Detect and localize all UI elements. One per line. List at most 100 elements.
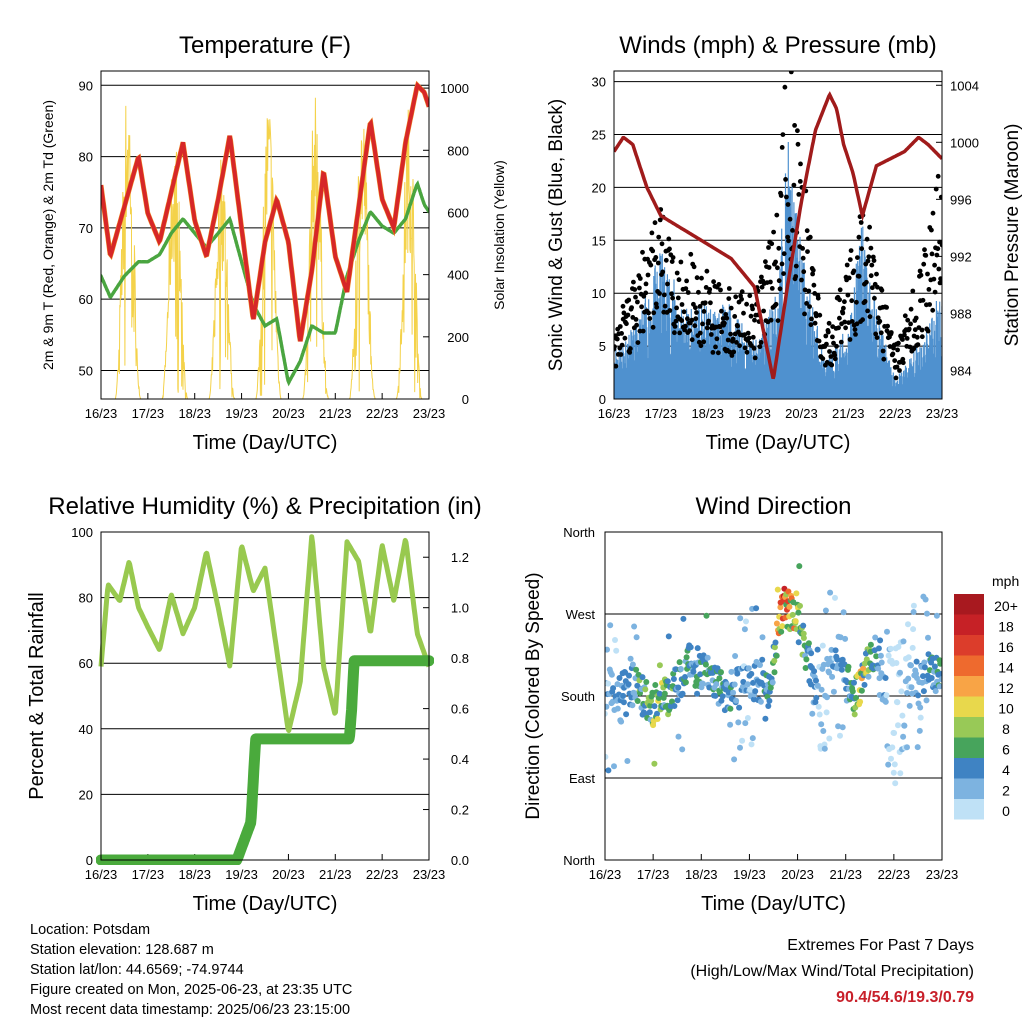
direction-point xyxy=(922,596,929,603)
x-tick-label: 23/23 xyxy=(413,406,446,421)
direction-point xyxy=(816,711,823,718)
gust-point xyxy=(864,279,869,285)
legend-label: 4 xyxy=(1002,762,1010,778)
direction-point xyxy=(905,654,912,661)
direction-point xyxy=(772,639,779,646)
extremes-values: 90.4/54.6/19.3/0.79 xyxy=(836,989,974,1006)
gust-point xyxy=(666,236,672,242)
gust-point xyxy=(650,248,656,254)
gust-point xyxy=(748,313,754,319)
direction-point xyxy=(920,673,926,680)
gust-point xyxy=(730,336,736,342)
gust-point xyxy=(787,216,793,222)
info-recent: Most recent data timestamp: 2025/06/23 2… xyxy=(30,1002,351,1018)
direction-point xyxy=(889,744,896,751)
legend-label: 6 xyxy=(1002,742,1010,758)
direction-point xyxy=(676,659,683,666)
gust-point xyxy=(793,263,799,269)
gust-point xyxy=(779,261,785,267)
legend-label: 10 xyxy=(998,701,1014,717)
y-tick-label: 60 xyxy=(79,656,93,671)
direction-point xyxy=(853,694,859,701)
gust-point xyxy=(817,312,823,318)
direction-point xyxy=(878,659,885,666)
gust-point xyxy=(647,316,653,321)
direction-point xyxy=(690,668,697,675)
y-tick-label: West xyxy=(566,607,596,622)
gust-point xyxy=(832,352,838,358)
x-tick-label: 23/23 xyxy=(926,867,959,882)
direction-point xyxy=(883,692,890,699)
x-tick-label: 22/23 xyxy=(366,406,399,421)
gust-point xyxy=(667,308,673,313)
direction-point xyxy=(723,681,730,688)
y-tick-label: 20 xyxy=(79,787,93,802)
gust-point xyxy=(744,301,749,307)
x-tick-label: 19/23 xyxy=(738,406,771,421)
gust-point xyxy=(862,299,868,304)
legend-swatch xyxy=(954,758,984,779)
gust-point xyxy=(908,306,914,312)
gust-point xyxy=(757,344,763,350)
legend-swatch xyxy=(954,594,984,615)
gust-point xyxy=(633,294,638,300)
gust-point xyxy=(728,331,733,337)
direction-point xyxy=(680,615,687,622)
direction-point xyxy=(891,761,898,768)
gust-point xyxy=(925,271,930,277)
direction-point xyxy=(743,618,749,625)
pressure-line xyxy=(614,91,942,380)
legend-swatch xyxy=(954,655,984,676)
gust-point xyxy=(769,286,775,291)
gust-point xyxy=(902,313,908,319)
direction-point xyxy=(694,690,701,697)
legend-swatch xyxy=(954,799,984,820)
gust-point xyxy=(661,292,667,298)
gust-point xyxy=(904,336,910,341)
x-tick-label: 18/23 xyxy=(178,867,211,882)
x-tick-label: 17/23 xyxy=(637,867,670,882)
gust-point xyxy=(657,291,662,296)
direction-point xyxy=(923,697,930,704)
panel-title: Winds (mph) & Pressure (mb) xyxy=(619,32,936,59)
direction-point xyxy=(757,698,764,705)
gust-point xyxy=(744,349,750,355)
gust-point xyxy=(932,262,937,268)
gust-point xyxy=(900,360,906,366)
gust-point xyxy=(885,323,890,329)
gust-point xyxy=(918,272,924,278)
direction-point xyxy=(921,659,928,666)
gust-point xyxy=(870,254,876,260)
gust-point xyxy=(637,328,643,334)
direction-point xyxy=(742,720,749,727)
gust-point xyxy=(781,251,787,257)
gust-point xyxy=(745,330,751,336)
x-tick-label: 23/23 xyxy=(413,867,446,882)
gust-point xyxy=(633,317,639,322)
direction-point xyxy=(752,688,759,695)
gust-point xyxy=(704,325,710,331)
direction-point xyxy=(737,615,744,622)
gust-point xyxy=(672,330,677,336)
gust-point xyxy=(871,258,877,263)
gust-point xyxy=(684,278,689,284)
direction-point xyxy=(749,735,756,742)
gust-point xyxy=(795,128,800,134)
direction-point xyxy=(913,658,920,665)
gust-point xyxy=(714,336,720,342)
gust-point xyxy=(893,375,899,381)
direction-point xyxy=(917,714,924,721)
gust-point xyxy=(934,252,940,258)
gust-point xyxy=(679,318,685,323)
direction-point xyxy=(814,646,821,653)
direction-point xyxy=(611,763,617,770)
legend-swatch xyxy=(954,696,984,717)
gust-point xyxy=(810,267,816,273)
direction-point xyxy=(675,733,682,740)
gust-point xyxy=(844,262,850,268)
x-tick-label: 16/23 xyxy=(85,406,118,421)
gust-point xyxy=(763,259,768,265)
gust-point xyxy=(697,330,703,336)
direction-point xyxy=(811,668,818,675)
direction-point xyxy=(744,715,751,721)
